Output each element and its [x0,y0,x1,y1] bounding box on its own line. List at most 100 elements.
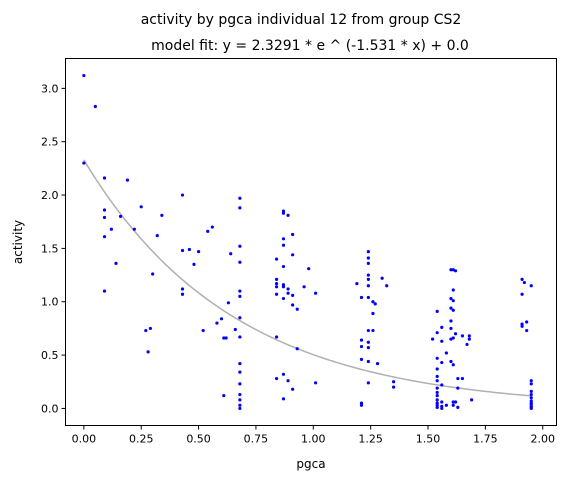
data-point [467,337,471,341]
data-point [307,267,311,271]
data-point [102,208,107,212]
data-point [380,276,384,280]
data-point [274,292,279,296]
data-point [281,397,286,401]
data-point [366,346,370,350]
y-tick-label: 1.0 [41,296,59,309]
data-point [385,284,389,288]
data-point [366,284,370,288]
data-point [359,403,364,407]
data-point [291,303,295,307]
data-point [460,334,465,338]
data-point [238,206,242,210]
data-point [295,347,299,351]
data-point [529,392,533,397]
data-point [192,262,196,266]
data-point [366,256,370,260]
x-tick-label: 2.00 [530,433,555,446]
data-point [238,335,242,339]
data-point [440,360,444,365]
data-point [456,376,460,381]
y-tick-label: 3.0 [41,82,59,95]
data-point [453,332,458,336]
data-point [449,296,453,301]
data-point [238,316,242,320]
data-point [151,272,155,276]
data-point [392,385,396,389]
data-point [451,336,455,340]
data-point [435,379,439,383]
data-point [102,289,107,293]
data-point [238,196,242,200]
data-point [187,247,191,252]
data-point [118,214,123,218]
data-point [453,269,458,273]
data-point [449,326,453,331]
data-point [274,376,279,381]
data-point [238,289,242,293]
data-point [144,328,148,333]
y-tick-label: 0.5 [41,349,59,362]
y-axis-label: activity [11,220,25,264]
data-point [435,356,439,360]
data-point [451,299,455,303]
data-point [313,381,318,385]
data-point [451,363,455,367]
data-point [451,288,455,292]
data-point [366,261,370,265]
plot-area-frame [65,58,557,426]
y-tick-label: 0.0 [41,402,59,415]
data-point [291,293,295,297]
data-point [224,336,228,340]
data-point [456,405,460,409]
data-point [286,213,290,217]
data-point [366,277,370,281]
data-point [435,374,439,379]
data-point [160,213,164,217]
data-point [366,359,370,364]
data-point [451,403,455,407]
data-point [435,390,439,395]
data-point [431,337,435,341]
data-point [435,309,439,313]
data-point [440,339,444,343]
data-point [366,328,370,333]
data-point [180,287,185,291]
data-point [274,335,279,339]
data-point [366,250,370,254]
data-point [451,308,455,312]
data-point [529,389,533,393]
data-point [451,400,455,404]
y-tick-label: 1.5 [41,242,59,255]
data-point [215,321,219,325]
data-point [465,342,469,347]
data-point [520,324,524,328]
data-point [449,319,453,323]
data-point [286,291,290,295]
data-point [525,320,529,324]
x-axis-ticks: 0.00 0.25 0.50 0.75 1.00 1.25 1.50 1.75 2.00 [72,425,555,446]
x-tick-label: 0.25 [129,433,154,446]
data-point [302,285,306,289]
data-point [529,382,533,386]
data-point [201,328,205,333]
data-point [210,225,214,229]
data-point [440,383,444,387]
data-point [449,306,453,310]
data-point [114,261,118,265]
data-point [274,285,279,289]
data-point [520,292,524,296]
x-tick-label: 1.75 [473,433,498,446]
y-axis-ticks: 0.0 0.5 1.0 1.5 2.0 2.5 3.0 [41,82,66,415]
data-point [435,405,439,409]
x-tick-label: 1.50 [416,433,441,446]
data-point [529,379,533,383]
data-point [366,273,370,277]
data-point [291,232,295,237]
data-point [440,406,444,411]
data-point [132,227,136,231]
data-point [233,327,237,332]
data-point [460,376,465,381]
data-point [196,250,201,254]
